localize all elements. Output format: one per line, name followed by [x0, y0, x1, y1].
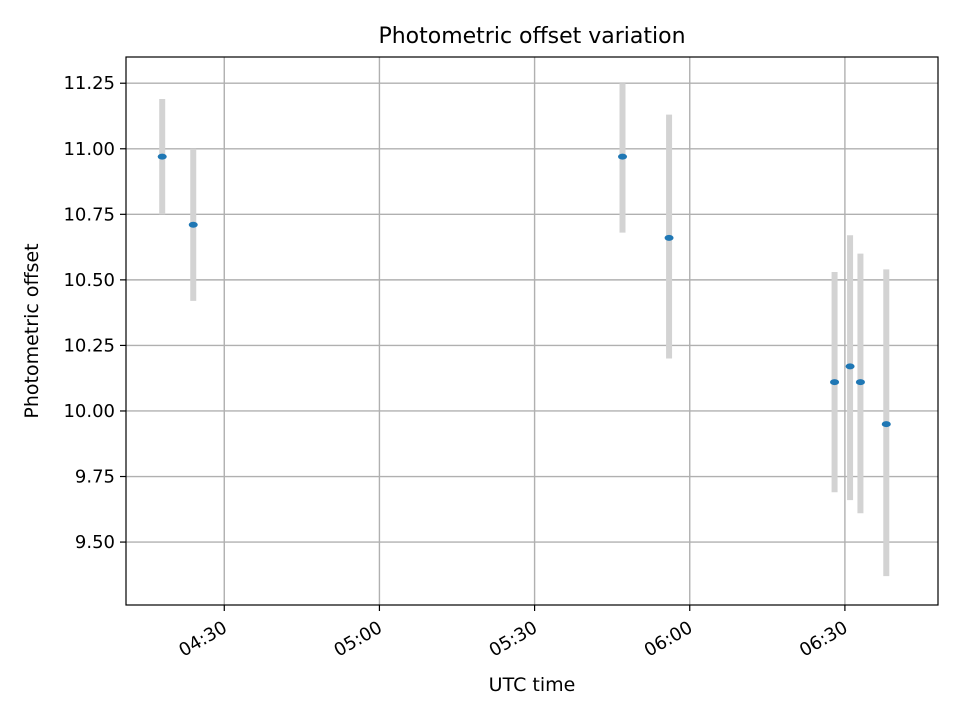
data-point	[845, 363, 855, 370]
y-axis: 9.50 9.75 10.00 10.25 10.50 10.75 11.00 11.25	[63, 73, 126, 553]
plot-frame	[125, 56, 939, 606]
data-point	[157, 153, 167, 160]
y-tick-label: 10.75	[63, 204, 115, 225]
y-tick-label: 11.00	[63, 139, 115, 160]
data-point	[188, 221, 198, 228]
data-point	[830, 379, 840, 386]
data-point	[855, 379, 865, 386]
grid	[126, 57, 938, 605]
data-point	[881, 421, 891, 428]
data-point	[664, 234, 674, 241]
y-tick-label: 10.00	[63, 401, 115, 422]
y-tick-label: 9.50	[75, 532, 115, 553]
y-tick-label: 9.75	[75, 467, 115, 488]
data-point	[618, 153, 628, 160]
x-axis-title: UTC time	[489, 674, 576, 696]
y-axis-title: Photometric offset	[21, 243, 43, 418]
chart-title: Photometric offset variation	[378, 24, 685, 49]
y-tick-label: 11.25	[63, 73, 115, 94]
data-marks	[157, 83, 891, 577]
y-tick-label: 10.50	[63, 270, 115, 291]
y-tick-label: 10.25	[63, 335, 115, 356]
